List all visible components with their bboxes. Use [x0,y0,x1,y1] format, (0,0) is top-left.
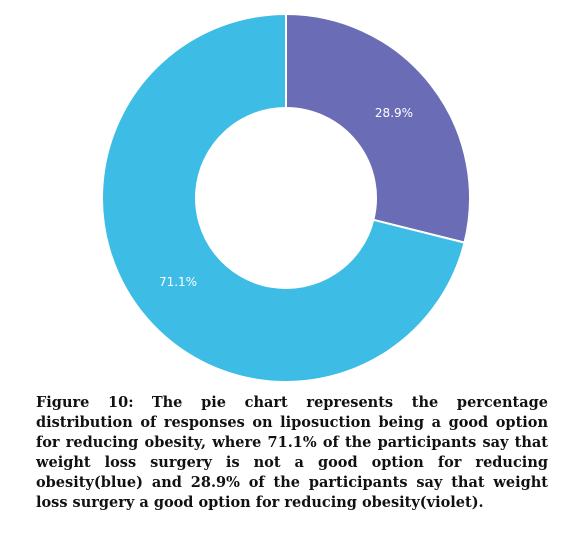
slice-label-1: 71.1% [159,275,197,289]
pie-slice-0 [285,12,471,244]
figure-caption: Figure 10: The pie chart represents the … [36,393,548,513]
donut-chart: 28.9% 71.1% [101,12,471,383]
slice-label-0: 28.9% [375,106,413,120]
pie-slice-1 [101,12,466,383]
figure-number: Figure 10: [36,394,134,411]
caption-text: The pie chart represents the percentage … [36,394,548,511]
